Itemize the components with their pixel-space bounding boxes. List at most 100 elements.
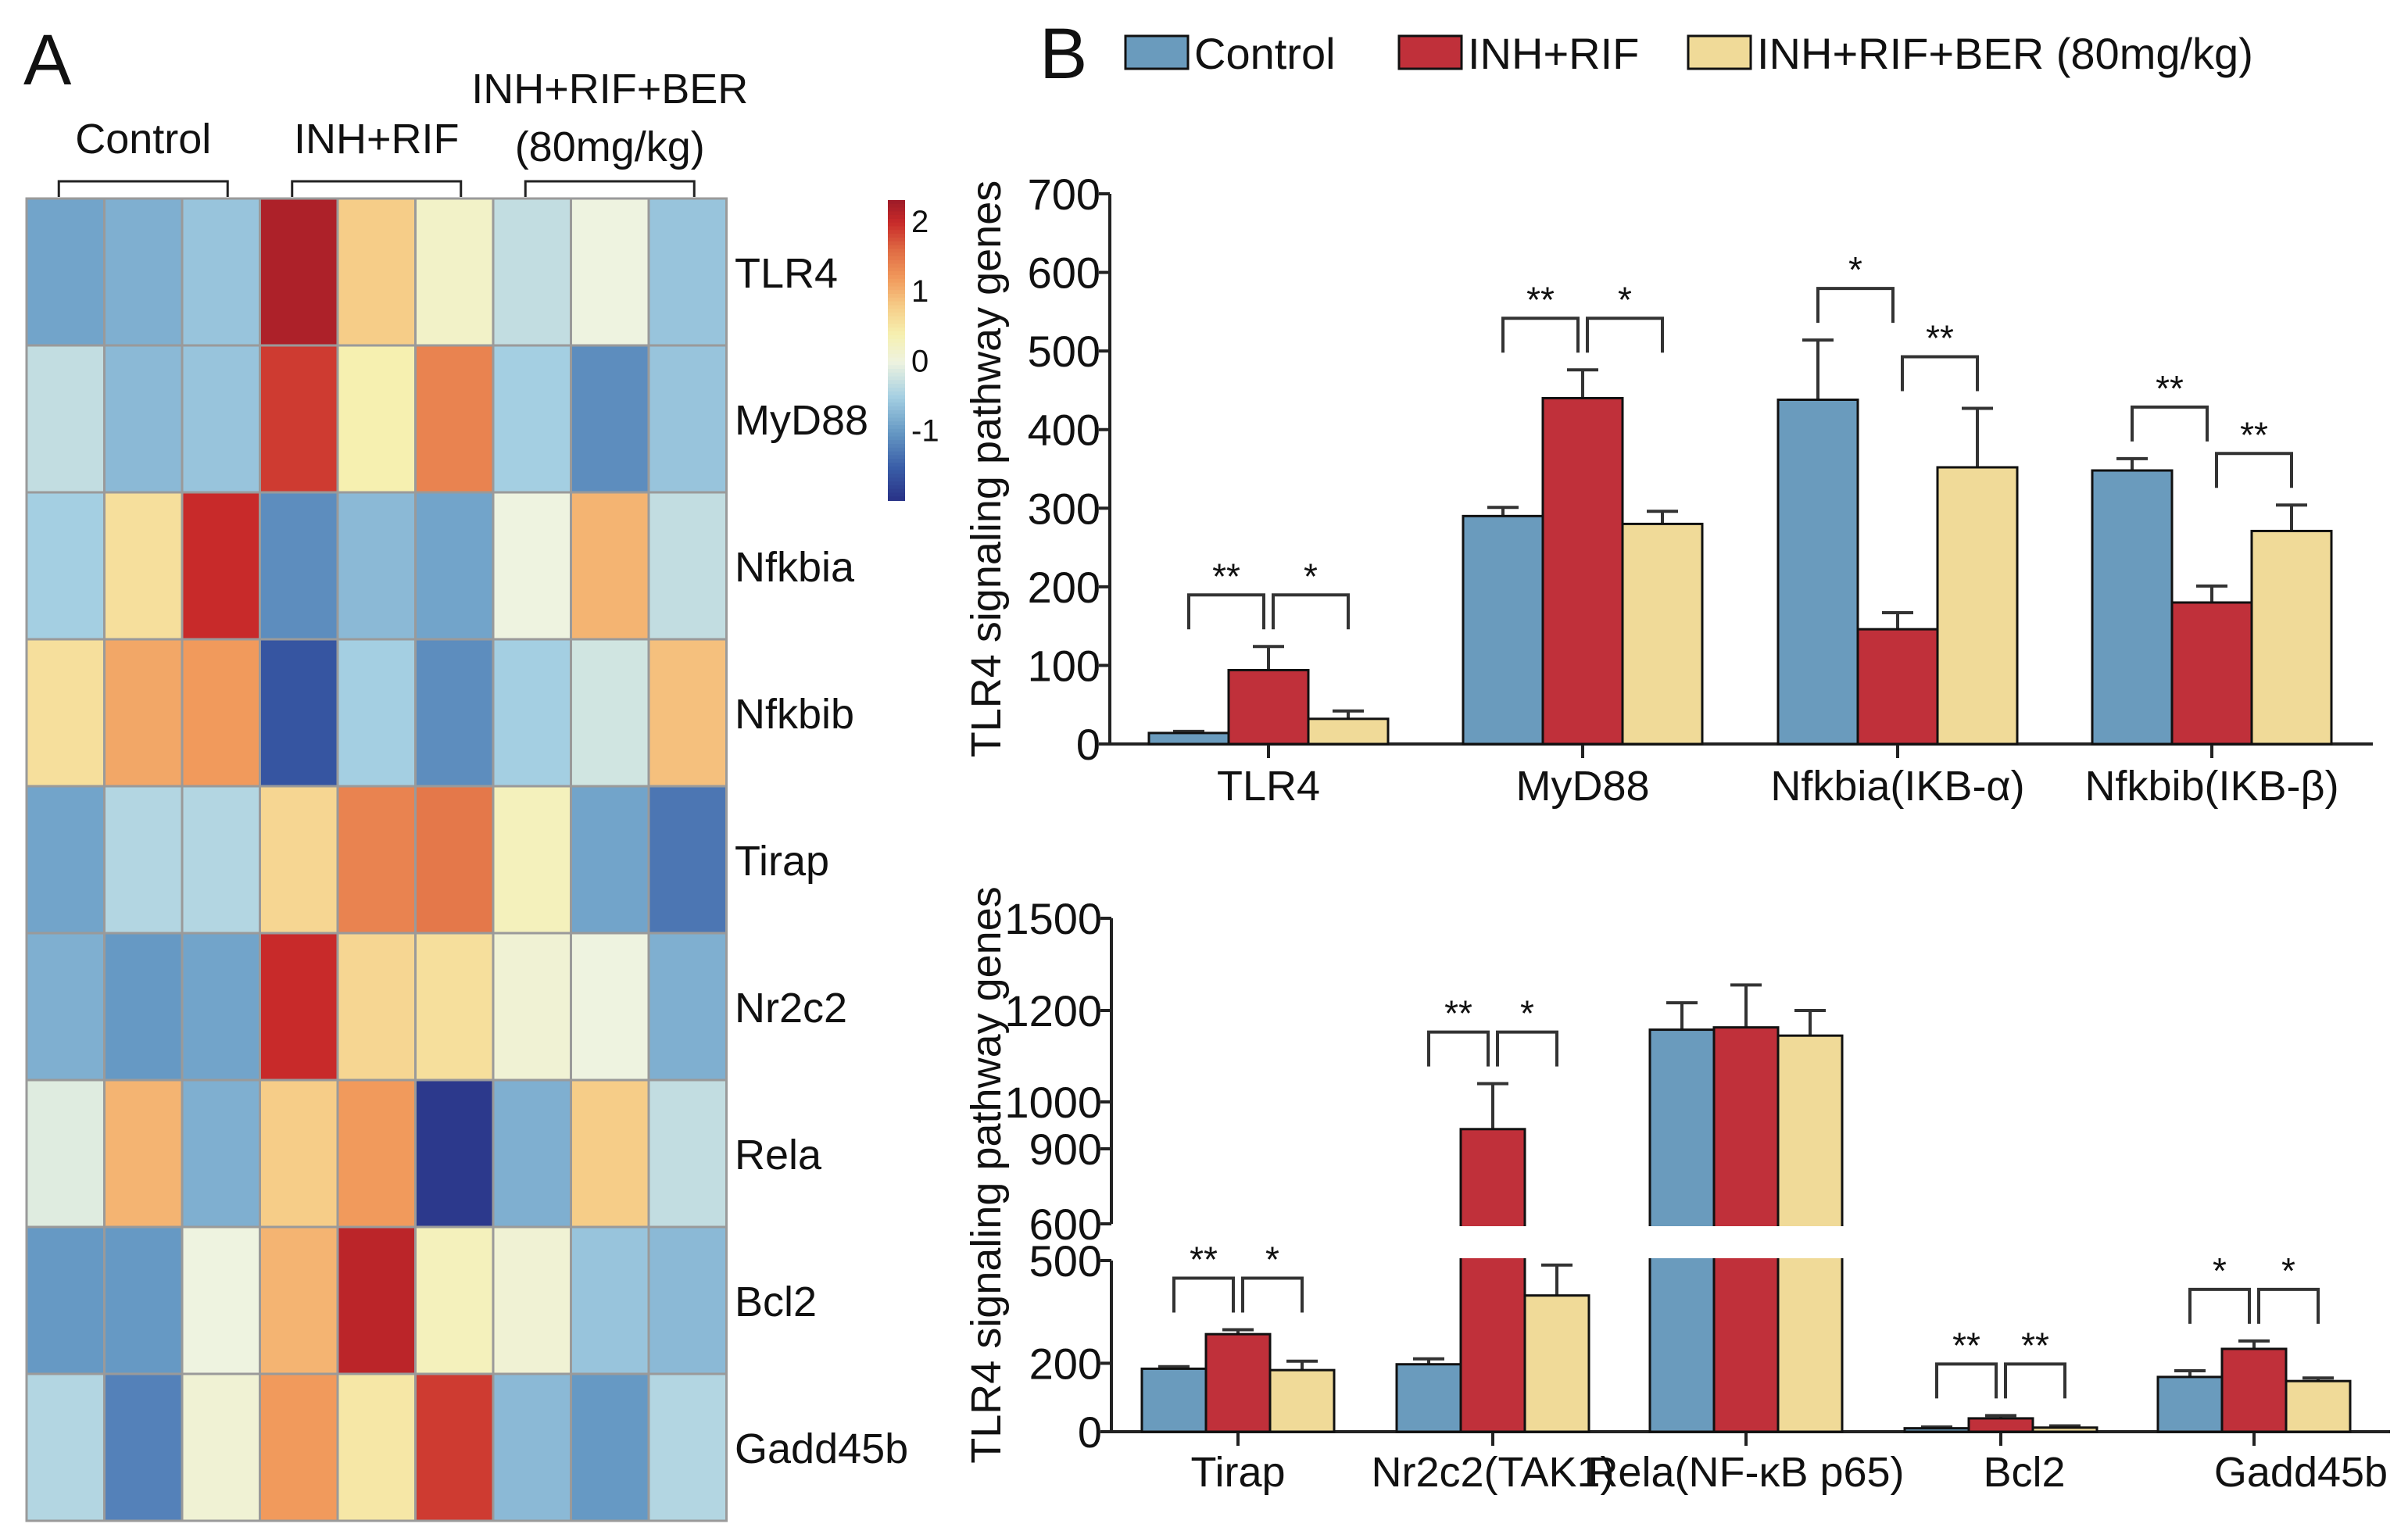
heatmap-cell — [336, 1078, 417, 1229]
colorbar-segment — [888, 406, 905, 411]
colorbar-segment — [888, 282, 905, 288]
legend-label: INH+RIF — [1468, 29, 1639, 78]
colorbar-segment — [888, 436, 905, 442]
heatmap-cell — [570, 1078, 650, 1229]
heatmap-cell — [492, 1372, 572, 1522]
heatmap-cell — [414, 1225, 495, 1375]
colorbar-tick-label: 0 — [911, 344, 928, 378]
colorbar-segment — [888, 241, 905, 246]
heatmap-cell — [181, 197, 261, 347]
significance-label: ** — [2156, 368, 2184, 409]
heatmap-cell — [492, 638, 572, 788]
heatmap-group-sublabel: (80mg/kg) — [515, 123, 705, 170]
colorbar-segment — [888, 413, 905, 419]
colorbar-segment — [888, 466, 905, 471]
significance-bracket — [1501, 317, 1580, 353]
heatmap-cell — [336, 932, 417, 1082]
heatmap-cell — [492, 344, 572, 494]
heatmap-cell — [492, 1078, 572, 1229]
significance-bracket — [2004, 1362, 2066, 1399]
heatmap-cell — [25, 197, 106, 347]
significance-label: * — [2213, 1250, 2227, 1291]
colorbar-segment — [888, 470, 905, 475]
colorbar-segment — [888, 421, 905, 426]
colorbar-segment — [888, 331, 905, 336]
heatmap-cell — [570, 638, 650, 788]
colorbar-segment — [888, 428, 905, 434]
colorbar-segment — [888, 297, 905, 302]
colorbar-segment — [888, 301, 905, 306]
heatmap-cell — [414, 638, 495, 788]
heatmap-row-label: TLR4 — [735, 250, 838, 297]
heatmap-cell — [570, 932, 650, 1082]
significance-label: * — [1618, 279, 1632, 320]
bar-control — [1903, 1427, 1970, 1433]
bar-control — [1147, 731, 1230, 746]
colorbar-segment — [888, 226, 905, 231]
heatmap-group-label: Control — [75, 116, 211, 163]
colorbar-segment — [888, 488, 905, 494]
significance-bracket — [1241, 1276, 1304, 1313]
heatmap-group-label: INH+RIF+BER — [471, 66, 748, 113]
heatmap-cell — [103, 932, 184, 1082]
colorbar-segment — [888, 234, 905, 238]
bar-inh-rif — [1541, 396, 1624, 746]
heatmap-cell — [414, 344, 495, 494]
bar-control — [1395, 1363, 1462, 1433]
colorbar-segment — [888, 309, 905, 313]
heatmap-cell — [492, 785, 572, 935]
significance-bracket — [2188, 1287, 2251, 1324]
x-tick-label: Rela(NF-κB p65) — [1587, 1449, 1904, 1496]
colorbar-segment — [888, 267, 905, 273]
colorbar-segment — [888, 459, 905, 463]
bar-inh-rif-ber — [1268, 1368, 1336, 1433]
heatmap-cell — [181, 638, 261, 788]
heatmap-row-label: Nr2c2 — [735, 985, 847, 1032]
heatmap-cell — [492, 197, 572, 347]
colorbar-segment — [888, 410, 905, 415]
significance-bracket — [1935, 1362, 1998, 1399]
heatmap-cell — [336, 638, 417, 788]
colorbar-segment — [888, 388, 905, 392]
heatmap-group-label: INH+RIF — [294, 116, 460, 163]
heatmap-cell — [25, 638, 106, 788]
significance-bracket — [1586, 317, 1664, 353]
colorbar-segment — [888, 252, 905, 257]
y-tick-label: 500 — [1028, 327, 1100, 376]
heatmap-cell — [259, 638, 339, 788]
heatmap-cell — [647, 1078, 728, 1229]
colorbar-segment — [888, 350, 905, 355]
heatmap-cell — [492, 491, 572, 641]
heatmap-cell — [336, 1225, 417, 1375]
y-tick-label: 1500 — [1004, 894, 1102, 943]
y-tick-label: 200 — [1028, 563, 1100, 612]
heatmap: TLR4 MyD88 Nfkbia Nfkbib Tirap Nr2c2 Rela Bcl2 G… — [25, 66, 939, 1522]
colorbar-segment — [888, 463, 905, 467]
significance-label: * — [1520, 993, 1534, 1034]
heatmap-cell — [259, 1078, 339, 1229]
heatmap-cell — [259, 1225, 339, 1375]
heatmap-cell — [414, 197, 495, 347]
colorbar-segment — [888, 207, 905, 213]
heatmap-cell — [647, 1225, 728, 1375]
heatmap-cell — [336, 491, 417, 641]
bar-control — [1462, 514, 1544, 746]
y-tick-label: 900 — [1029, 1125, 1102, 1174]
significance-bracket — [2131, 405, 2209, 442]
colorbar-segment — [888, 263, 905, 269]
significance-bracket — [1816, 287, 1895, 324]
heatmap-cell — [647, 785, 728, 935]
colorbar-segment — [888, 425, 905, 430]
bar-inh-rif-ber — [2250, 529, 2333, 746]
colorbar-tick-label: 1 — [911, 274, 928, 309]
significance-label: ** — [1190, 1239, 1218, 1279]
heatmap-cell — [336, 344, 417, 494]
axis-break-gap — [1115, 1226, 2393, 1258]
colorbar-segment — [888, 474, 905, 479]
heatmap-cell — [103, 785, 184, 935]
colorbar-segment — [888, 417, 905, 423]
heatmap-cell — [181, 785, 261, 935]
heatmap-cell — [259, 1372, 339, 1522]
colorbar-segment — [888, 294, 905, 299]
